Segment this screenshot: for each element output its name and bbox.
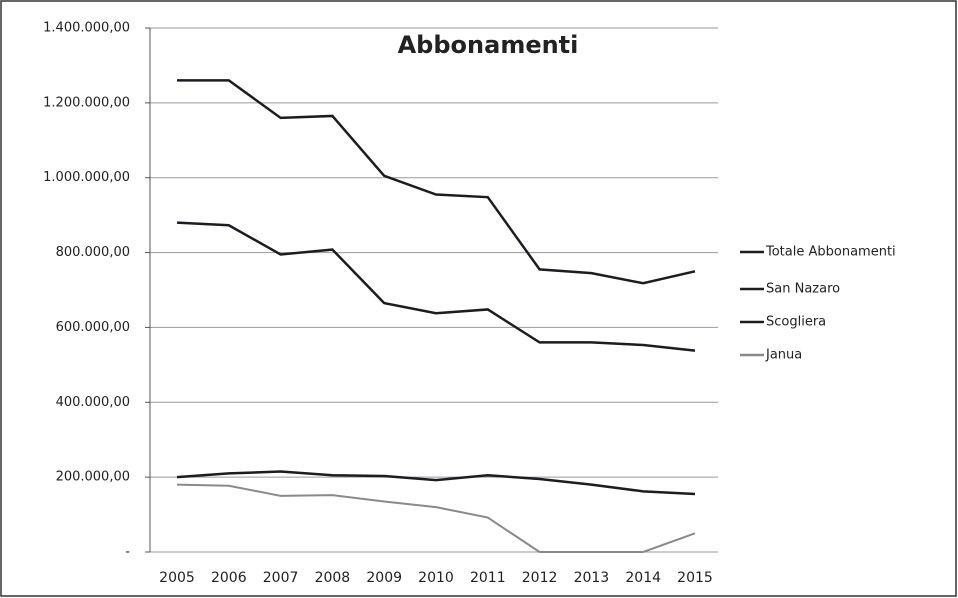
series-line [177, 79, 696, 285]
x-tick-label: 2007 [263, 570, 299, 586]
legend-label: San Nazaro [766, 282, 840, 297]
y-tick-label: 400.000,00 [56, 395, 130, 410]
y-tick-label: 600.000,00 [56, 320, 130, 335]
y-tick-label: 1.000.000,00 [43, 170, 130, 185]
y-tick-label: 1.400.000,00 [43, 21, 130, 36]
x-tick-label: 2008 [315, 570, 351, 586]
y-tick-label: 800.000,00 [56, 245, 130, 260]
x-tick-label: 2014 [625, 570, 661, 586]
x-tick-label: 2009 [366, 570, 402, 586]
x-tick-label: 2010 [418, 570, 454, 586]
y-tick-label: - [125, 545, 130, 560]
legend-label: Totale Abbonamenti [765, 245, 896, 260]
x-tick-label: 2012 [522, 570, 558, 586]
legend-label: Janua [765, 348, 802, 363]
x-tick-label: 2005 [159, 570, 195, 586]
y-tick-label: 1.200.000,00 [43, 95, 130, 110]
series-line [176, 470, 696, 496]
series-line [176, 483, 696, 553]
x-tick-label: 2011 [470, 570, 506, 586]
x-tick-label: 2006 [211, 570, 247, 586]
x-tick-label: 2015 [677, 570, 713, 586]
series-line [176, 221, 696, 352]
legend-label: Scogliera [766, 315, 826, 330]
y-tick-label: 200.000,00 [56, 470, 130, 485]
x-tick-label: 2013 [574, 570, 610, 586]
chart-title: Abbonamenti [398, 31, 579, 59]
